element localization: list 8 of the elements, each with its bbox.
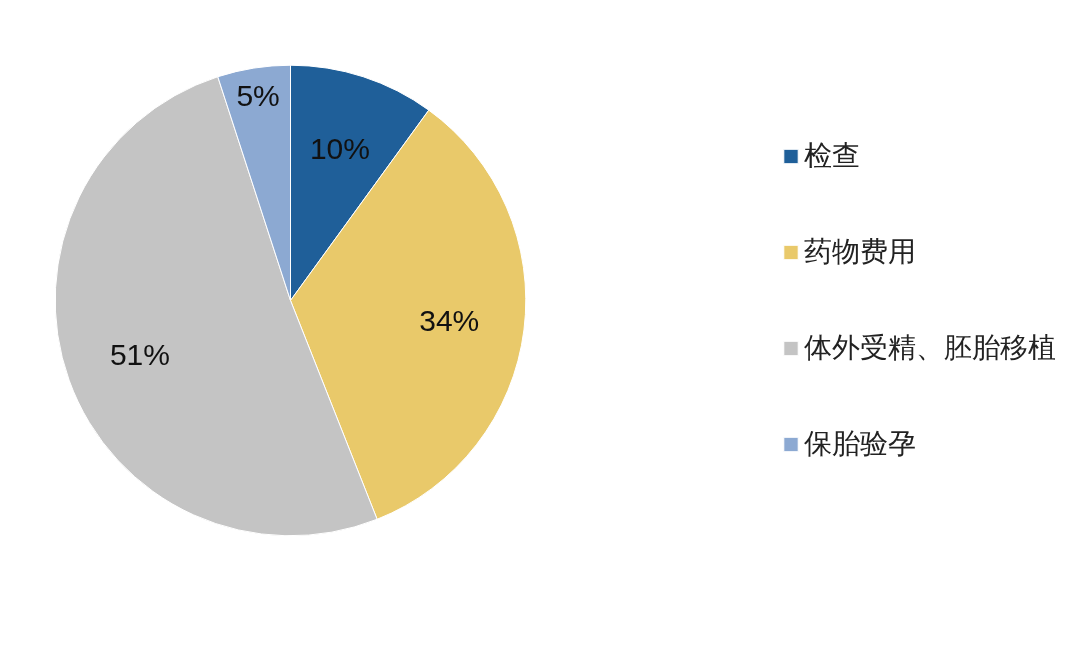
data-label: 51%: [109, 338, 170, 372]
legend-label: 检查: [804, 139, 860, 173]
data-label: 5%: [236, 79, 280, 113]
data-label: 34%: [419, 304, 480, 338]
legend-label: 药物费用: [804, 235, 916, 269]
legend-label: 体外受精、胚胎移植: [804, 331, 1056, 365]
data-label: 10%: [309, 131, 370, 165]
legend-label: 保胎验孕: [804, 427, 916, 461]
